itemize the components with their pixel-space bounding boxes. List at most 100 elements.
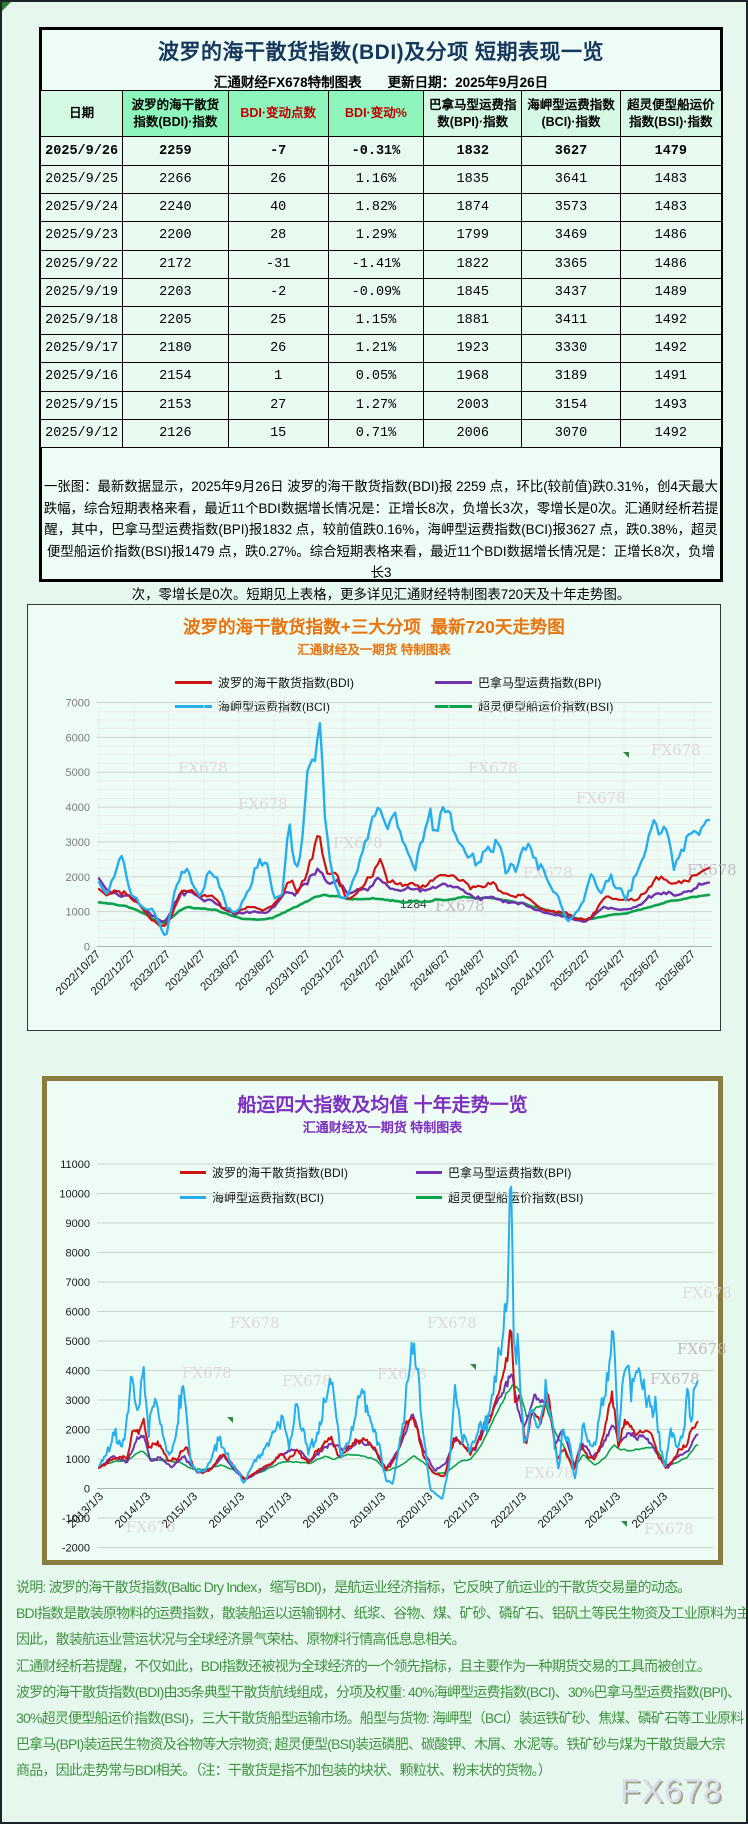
- watermark-text: FX678: [677, 1340, 727, 1358]
- legend-label: 巴拿马型运费指数(BPI): [478, 675, 602, 690]
- table-cell: 1483: [619, 164, 723, 195]
- notes-line: 因此，散装航运业营运状况与全球经济景气荣枯、原物料行情高低息息相关。: [16, 1631, 466, 1648]
- y-tick-label: 7000: [66, 1277, 90, 1289]
- cursor-marker-icon: [623, 752, 629, 758]
- table-cell: 1.21%: [327, 334, 425, 364]
- table-cell: 3573: [521, 193, 621, 223]
- table-cell: 3411: [521, 305, 621, 336]
- y-tick-label: 6000: [66, 732, 90, 744]
- table-cell: 1489: [619, 277, 723, 307]
- table-row: 2025/9/12 2126 15 0.71% 2006 3070 1492: [39, 418, 723, 448]
- watermark-text: FX678: [126, 1518, 176, 1536]
- table-cell: 28: [227, 221, 329, 251]
- table-row: 2025/9/16 2154 1 0.05% 1968 3189 1491: [39, 362, 723, 392]
- notes-line: 30%超灵便型船运价指数(BSI)，三大干散货船型运输市场。船型与货物: 海岬型…: [16, 1710, 744, 1727]
- x-tick-label: 2020/1/3: [395, 1491, 435, 1531]
- y-tick-label: -2000: [62, 1543, 90, 1555]
- table-cell: 26: [227, 164, 329, 195]
- table-cell: 0.71%: [327, 418, 425, 448]
- table-cell: 1923: [423, 334, 523, 364]
- series-line: [97, 893, 711, 925]
- notes-line: 波罗的海干散货指数(BDI)由35条典型干散货航线组成，分项及权重: 40%海岬…: [16, 1683, 741, 1700]
- cursor-marker-icon: [227, 1417, 233, 1423]
- x-tick-label: 2019/1/3: [348, 1491, 388, 1531]
- legend-swatch: [180, 1170, 206, 1174]
- y-tick-label: 6000: [66, 1307, 90, 1319]
- table-cell: 1491: [619, 362, 723, 392]
- x-tick-label: 2021/1/3: [442, 1491, 482, 1531]
- table-cell: 1.27%: [327, 390, 425, 420]
- y-tick-label: 4000: [66, 1366, 90, 1378]
- x-tick-label: 2024/1/3: [583, 1491, 623, 1531]
- table-header-cell: 超灵便型船运价 指数(BSI)·指数: [619, 90, 723, 137]
- watermark-text: FX678: [178, 759, 228, 777]
- table-cell: 2025/9/23: [39, 221, 124, 251]
- table-cell: 2025/9/17: [39, 334, 124, 364]
- table-cell: 1832: [423, 136, 523, 166]
- y-tick-label: 8000: [66, 1248, 90, 1260]
- table-cell: -0.31%: [327, 136, 425, 166]
- table-cell: 2006: [423, 418, 523, 448]
- y-tick-label: 4000: [66, 802, 90, 814]
- legend-swatch: [435, 680, 472, 684]
- y-tick-label: 10000: [59, 1189, 90, 1201]
- table-cell: -2: [227, 277, 329, 307]
- chart-10year-title: 船运四大指数及均值 十年走势一览: [237, 1095, 528, 1116]
- table-cell: 1483: [619, 193, 723, 223]
- table-cell: -1.41%: [327, 249, 425, 279]
- report-source: 汇通财经FX678特制图表: [213, 75, 362, 90]
- table-cell: 1.29%: [327, 221, 425, 251]
- y-tick-label: 1000: [66, 1454, 90, 1466]
- cursor-marker-icon: [621, 1521, 627, 1527]
- chart-720day-plot: 010002000300040005000600070002022/10/272…: [54, 698, 737, 998]
- table-cell: 2205: [122, 305, 229, 336]
- watermark-text: FX678: [682, 1284, 732, 1302]
- table-cell: -7: [227, 136, 329, 166]
- legend-item: 波罗的海干散货指数(BDI): [175, 675, 354, 690]
- y-tick-label: 3000: [66, 1395, 90, 1407]
- table-cell: 3189: [521, 362, 621, 392]
- y-tick-label: 3000: [66, 837, 90, 849]
- y-tick-label: -1000: [62, 1513, 90, 1525]
- table-cell: 2259: [122, 136, 229, 166]
- watermark-text: FX678: [523, 864, 573, 882]
- legend-label: 波罗的海干散货指数(BDI): [212, 1165, 348, 1180]
- bdi-table: 日期 波罗的海干散货 指数(BDI)·指数 BDI·变动点数 BDI·变动% 巴拿马型运…: [39, 90, 723, 448]
- table-cell: 2025/9/15: [39, 390, 124, 420]
- series-line: [97, 721, 711, 936]
- table-cell: 15: [227, 418, 329, 448]
- x-tick-label: 2016/1/3: [207, 1491, 247, 1531]
- notes-line: BDI指数是散装原物料的运费指数，散装船运以运输钢材、纸浆、谷物、煤、矿砂、磷矿…: [16, 1605, 748, 1622]
- table-cell: 2025/9/19: [39, 277, 124, 307]
- watermark-text: FX678: [182, 1364, 232, 1382]
- table-cell: 2266: [122, 164, 229, 195]
- x-tick-label: 2018/1/3: [301, 1491, 341, 1531]
- table-cell: 2025/9/18: [39, 305, 124, 336]
- table-row: 2025/9/18 2205 25 1.15% 1881 3411 1492: [39, 305, 723, 336]
- table-cell: 1968: [423, 362, 523, 392]
- table-cell: 26: [227, 334, 329, 364]
- x-tick-label: 2023/1/3: [536, 1491, 576, 1531]
- table-cell: 3627: [521, 136, 621, 166]
- table-cell: 2025/9/12: [39, 418, 124, 448]
- x-tick-label: 2017/1/3: [254, 1491, 294, 1531]
- table-cell: 27: [227, 390, 329, 420]
- table-cell: 2240: [122, 193, 229, 223]
- table-row: 2025/9/17 2180 26 1.21% 1923 3330 1492: [39, 334, 723, 364]
- table-header-cell: 日期: [39, 90, 124, 137]
- watermark-text: FX678: [282, 1372, 332, 1390]
- report-subline: 汇通财经FX678特制图表 更新日期：2025年9月26日: [42, 71, 720, 91]
- y-tick-label: 0: [84, 1484, 90, 1496]
- table-cell: -0.09%: [327, 277, 425, 307]
- cursor-marker-icon: [470, 1364, 476, 1370]
- table-cell: 1: [227, 362, 329, 392]
- table-cell: 1493: [619, 390, 723, 420]
- table-cell: 3365: [521, 249, 621, 279]
- watermark-text: FX678: [468, 759, 518, 777]
- table-cell: 2203: [122, 277, 229, 307]
- table-cell: 0.05%: [327, 362, 425, 392]
- table-cell: 1.15%: [327, 305, 425, 336]
- table-cell: 40: [227, 193, 329, 223]
- table-cell: 3330: [521, 334, 621, 364]
